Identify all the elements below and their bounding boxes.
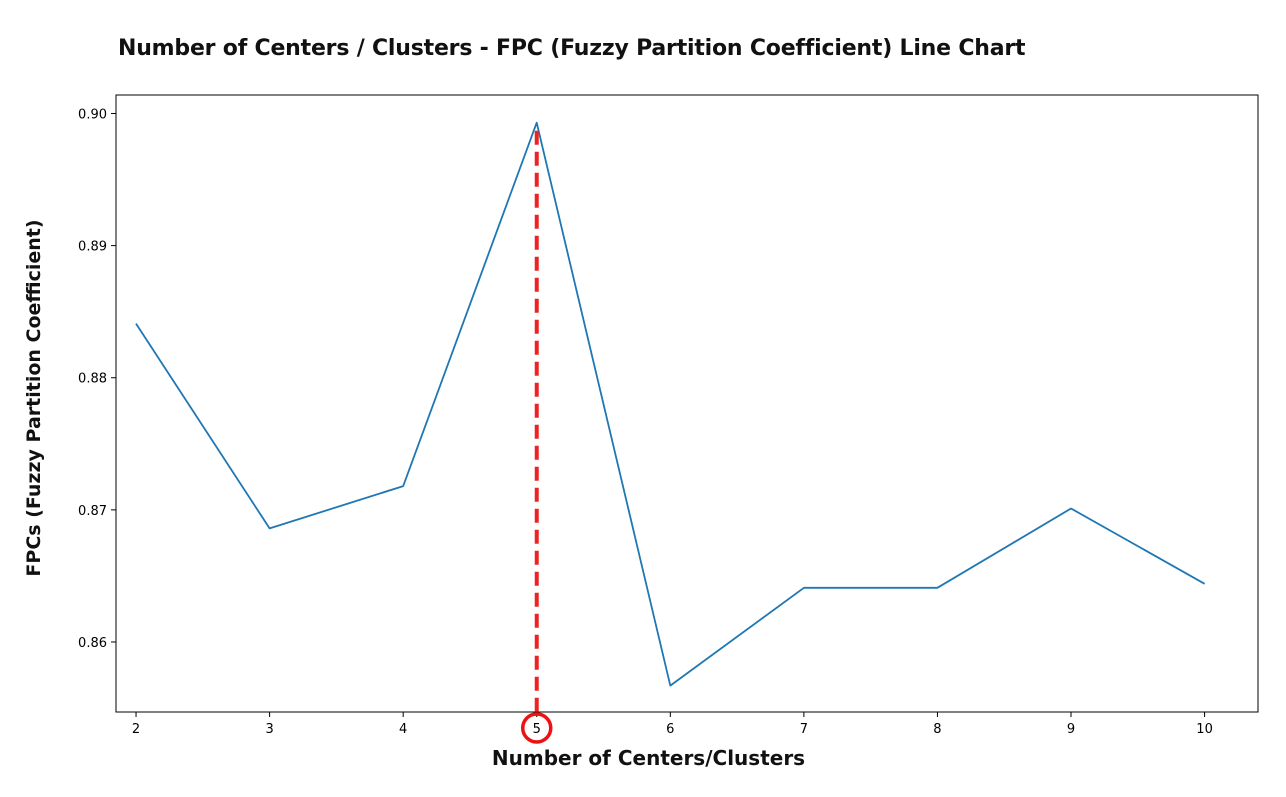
x-tick-label: 6	[666, 722, 674, 737]
x-tick-highlight-circle	[520, 712, 553, 744]
x-tick-label: 3	[265, 722, 273, 737]
series-group	[135, 121, 1206, 687]
y-tick-label: 0.87	[78, 504, 107, 519]
chart-title: Number of Centers / Clusters - FPC (Fuzz…	[118, 36, 1026, 61]
x-tick-label: 7	[800, 722, 808, 737]
y-tick-label: 0.88	[78, 372, 107, 387]
x-tick-label: 5	[533, 722, 541, 737]
y-axis-ticks: 0.86 0.87 0.88 0.89 0.90	[78, 107, 116, 651]
x-tick-label: 2	[132, 722, 140, 737]
x-tick-label: 10	[1196, 722, 1213, 737]
x-axis-label: Number of Centers/Clusters	[491, 746, 806, 770]
x-tick-label: 4	[399, 722, 407, 737]
x-axis-ticks: 2 3 4 5 6 7 8 9 10	[132, 712, 1213, 737]
series-line	[135, 121, 1206, 687]
y-tick-label: 0.86	[78, 636, 107, 651]
y-axis-label: FPCs (Fuzzy Partition Coefficient)	[23, 219, 45, 577]
y-tick-label: 0.89	[78, 240, 107, 255]
y-tick-label: 0.90	[78, 107, 107, 122]
x-tick-label: 8	[933, 722, 941, 737]
annotations	[520, 130, 553, 744]
x-tick-label: 9	[1067, 722, 1075, 737]
plot-frame	[115, 94, 1259, 713]
